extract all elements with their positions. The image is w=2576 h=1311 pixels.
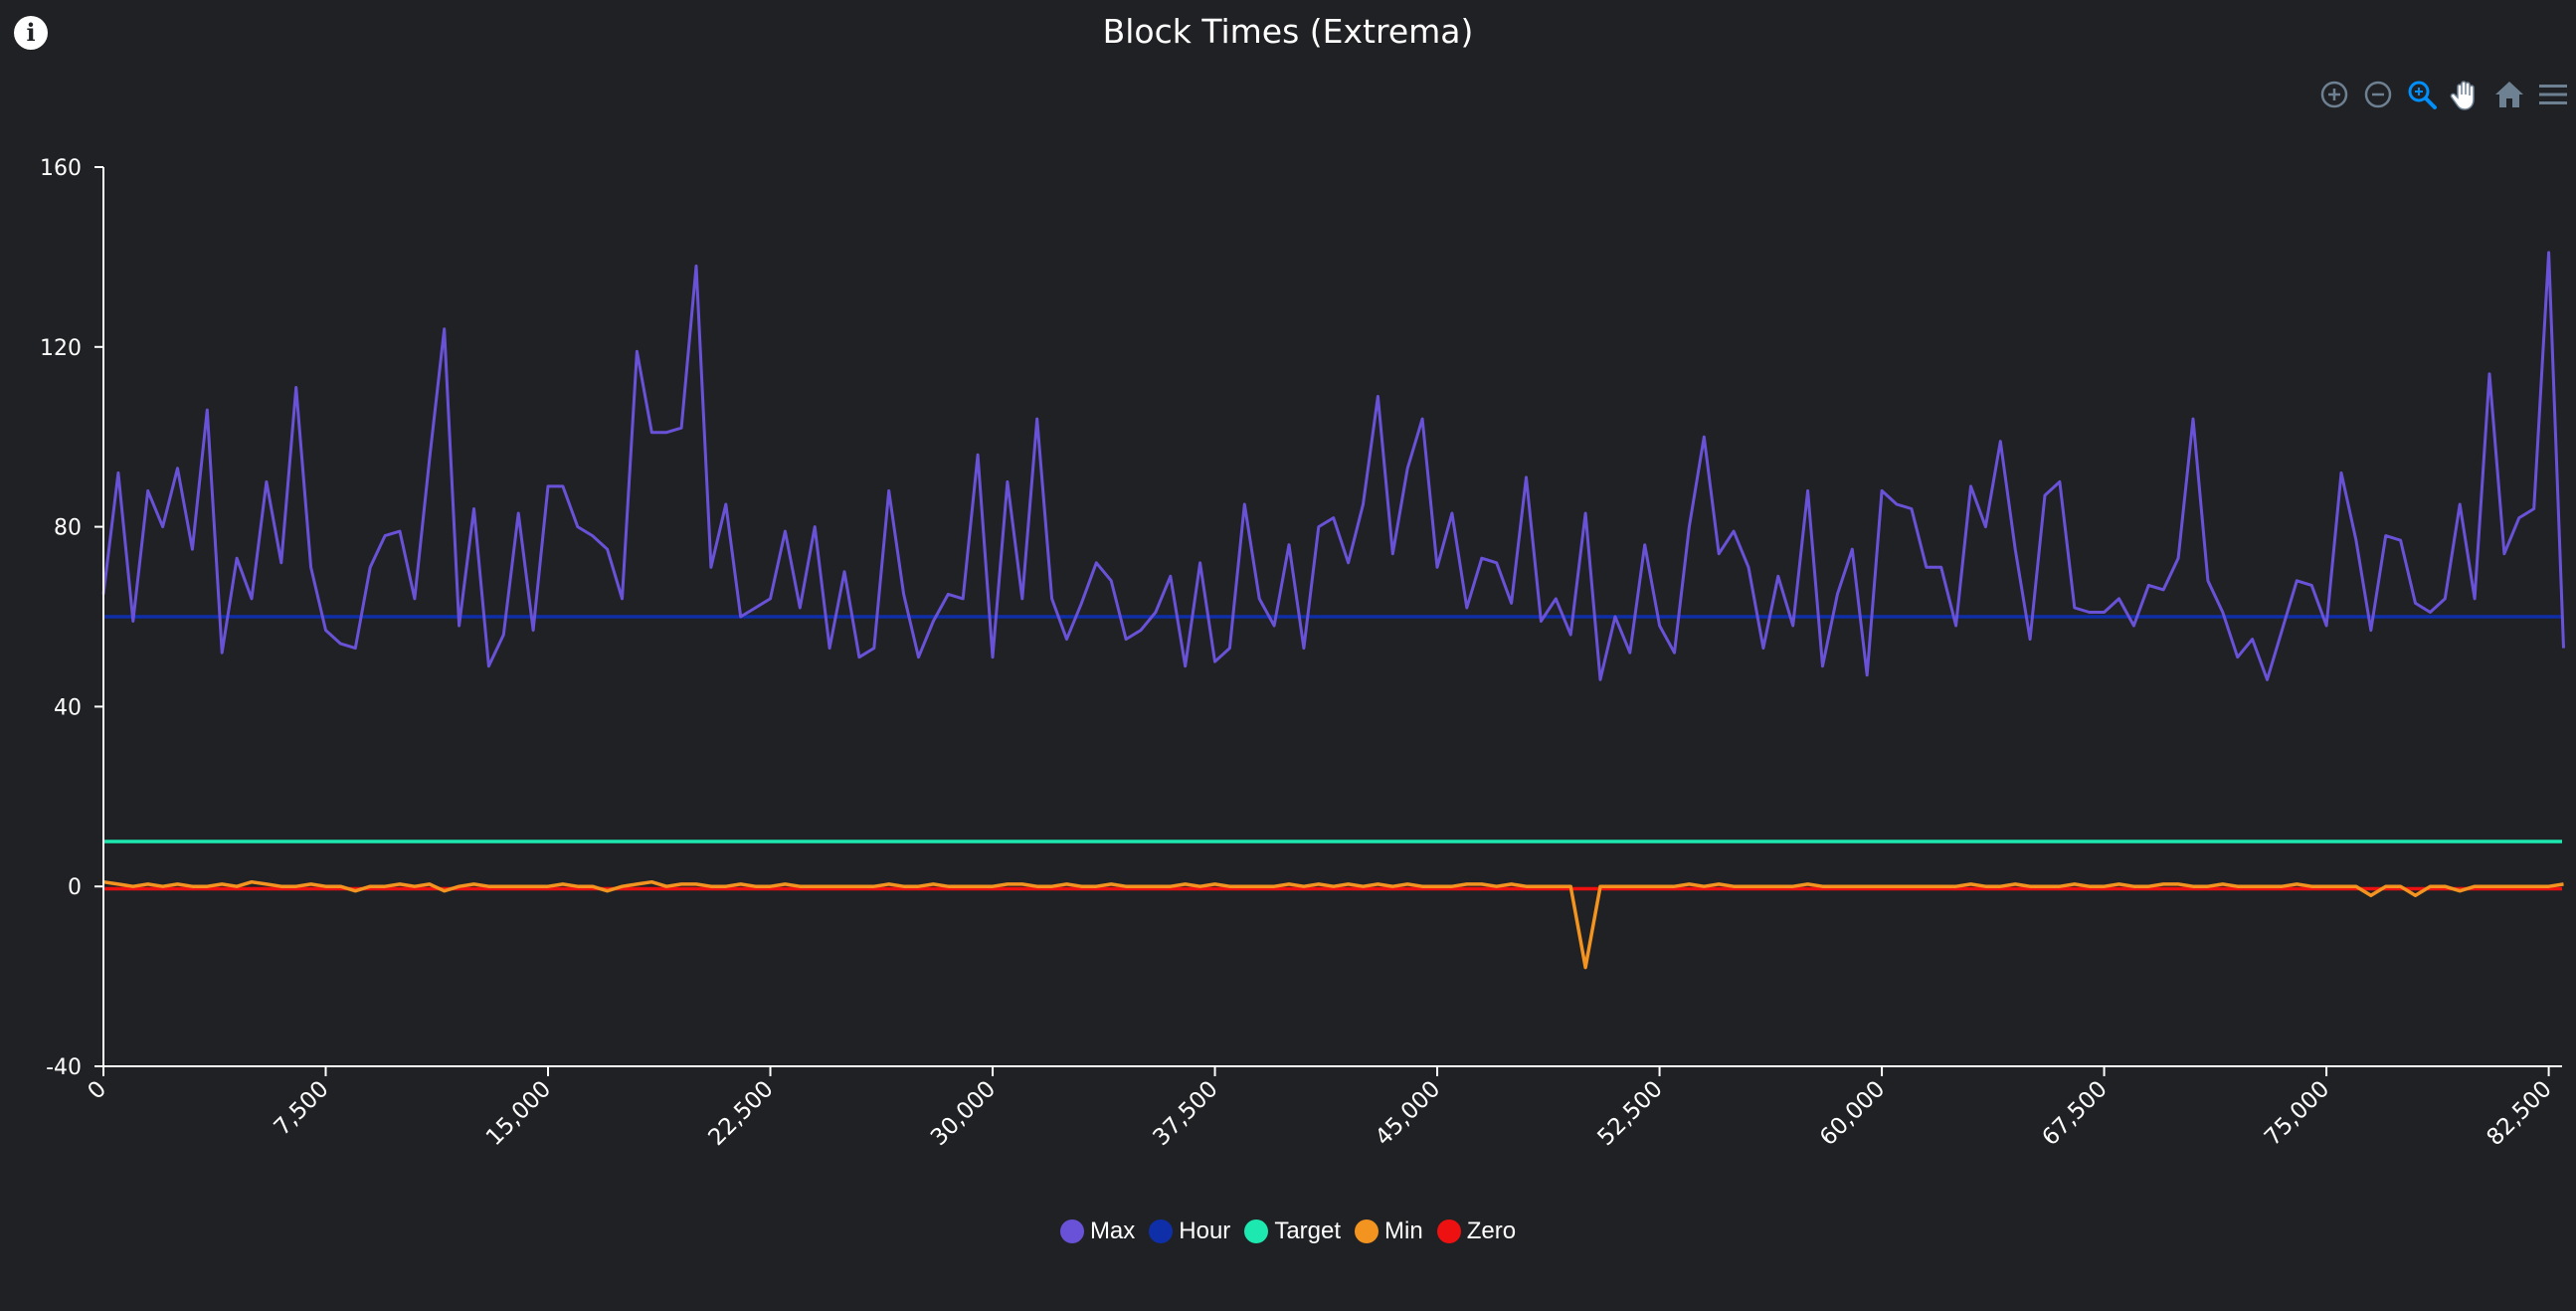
legend-marker-zero [1436,1219,1461,1243]
legend-item-hour[interactable]: Hour [1149,1217,1230,1245]
x-tick-label: 0 [84,1076,112,1105]
legend-marker-target [1244,1219,1269,1243]
legend-label-target: Target [1274,1217,1342,1244]
legend-marker-hour [1149,1219,1174,1243]
x-tick-label: 15,000 [481,1076,556,1151]
y-tick-label: -40 [46,1055,82,1080]
y-tick-label: 40 [54,695,82,720]
legend-marker-min [1355,1219,1380,1243]
legend-item-min[interactable]: Min [1355,1217,1423,1245]
y-axis: -40 0 40 80 120 160 [40,156,103,1080]
x-tick-label: 75,000 [2260,1076,2334,1151]
x-tick-label: 82,500 [2483,1076,2557,1151]
y-tick-label: 80 [54,516,82,541]
x-tick-label: 45,000 [1371,1076,1445,1151]
chart-title: Block Times (Extrema) [1102,12,1474,51]
zoom-out-icon[interactable] [2359,78,2397,111]
x-axis: 0 7,500 15,000 22,500 30,000 37,500 45,000 52,5… [84,1066,2557,1151]
x-tick-label: 37,500 [1148,1076,1222,1151]
legend-label-hour: Hour [1179,1217,1231,1244]
chart-legend: Max Hour Target Min Zero [0,1217,2576,1245]
pan-hand-icon[interactable] [2447,78,2484,111]
x-tick-label: 30,000 [926,1076,1001,1151]
legend-item-max[interactable]: Max [1059,1217,1136,1245]
y-tick-label: 160 [40,156,82,181]
series-line-max [101,251,2565,681]
y-tick-label: 0 [68,875,82,900]
series-line-min [102,879,2564,970]
legend-item-zero[interactable]: Zero [1436,1217,1517,1245]
x-tick-label: 60,000 [1815,1076,1890,1151]
menu-icon[interactable] [2534,78,2572,111]
x-tick-label: 52,500 [1593,1076,1668,1151]
x-tick-label: 7,500 [270,1076,334,1141]
info-icon[interactable]: i [14,16,48,50]
x-tick-label: 22,500 [703,1076,778,1151]
legend-label-zero: Zero [1466,1217,1517,1244]
plot-area [101,251,2565,970]
legend-marker-max [1059,1219,1084,1243]
legend-item-target[interactable]: Target [1244,1217,1341,1245]
zoom-in-icon[interactable] [2315,78,2353,111]
legend-label-max: Max [1089,1217,1136,1244]
zoom-selection-icon[interactable] [2403,78,2441,111]
reset-home-icon[interactable] [2490,78,2528,111]
legend-label-min: Min [1384,1217,1423,1244]
y-tick-label: 120 [40,336,82,361]
x-tick-label: 67,500 [2038,1076,2113,1151]
chart-toolbar [2309,78,2572,111]
